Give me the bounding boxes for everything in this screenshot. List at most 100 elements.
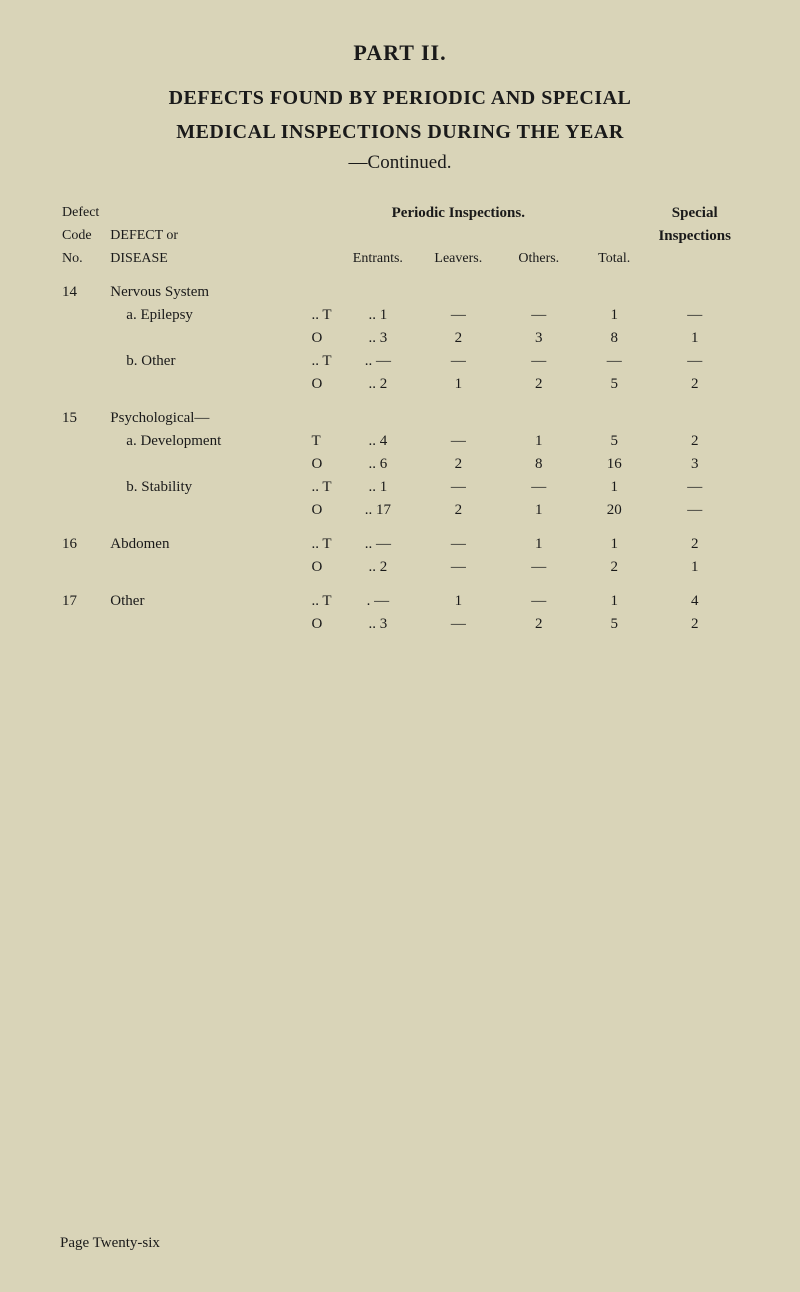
row-ent: . —: [338, 579, 418, 613]
title-16: Abdomen: [108, 522, 309, 556]
row-lea: 2: [418, 499, 498, 522]
title-15: Psychological—: [108, 396, 337, 430]
hdr-inspections: Inspections: [649, 225, 740, 248]
row-spec: 2: [649, 430, 740, 453]
row-lea: —: [418, 304, 498, 327]
table-row: O .. 17 2 1 20 —: [60, 499, 740, 522]
row-tot: 20: [579, 499, 649, 522]
row-to: .. T: [309, 579, 337, 613]
table-row: b. Other .. T .. — — — — —: [60, 350, 740, 373]
row-spec: —: [649, 499, 740, 522]
row-tot: 1: [579, 579, 649, 613]
row-label: a. Development: [108, 430, 309, 453]
row-ent: .. 4: [338, 430, 418, 453]
code-16: 16: [60, 522, 108, 556]
row-tot: 1: [579, 476, 649, 499]
row-oth: —: [499, 304, 579, 327]
row-to: O: [309, 373, 337, 396]
row-spec: —: [649, 304, 740, 327]
row-label: a. Epilepsy: [108, 304, 309, 327]
row-to: O: [309, 327, 337, 350]
row-spec: 4: [649, 579, 740, 613]
row-to: T: [309, 430, 337, 453]
hdr-periodic: Periodic Inspections.: [338, 202, 579, 225]
row-lea: 2: [418, 327, 498, 350]
row-to: O: [309, 556, 337, 579]
row-tot: 5: [579, 373, 649, 396]
hdr-special: Special: [649, 202, 740, 225]
section-16-title-row: 16 Abdomen .. T .. — — 1 1 2: [60, 522, 740, 556]
row-lea: 1: [418, 579, 498, 613]
table-row: O .. 2 1 2 5 2: [60, 373, 740, 396]
continued-label: —Continued.: [60, 152, 740, 174]
row-oth: —: [499, 556, 579, 579]
defects-table-wrap: Defect Periodic Inspections. Special Cod…: [60, 202, 740, 636]
row-oth: 3: [499, 327, 579, 350]
hdr-disease: DISEASE: [108, 248, 309, 270]
row-ent: .. —: [338, 522, 418, 556]
row-spec: 2: [649, 522, 740, 556]
row-to: .. T: [309, 304, 337, 327]
row-to: .. T: [309, 522, 337, 556]
row-to: O: [309, 453, 337, 476]
row-label: [108, 373, 309, 396]
row-oth: 1: [499, 430, 579, 453]
row-spec: —: [649, 476, 740, 499]
row-lea: —: [418, 350, 498, 373]
header-row-1: Defect Periodic Inspections. Special: [60, 202, 740, 225]
row-oth: —: [499, 350, 579, 373]
row-spec: 1: [649, 556, 740, 579]
row-ent: .. 6: [338, 453, 418, 476]
hdr-entrants: Entrants.: [338, 248, 418, 270]
row-oth: 1: [499, 499, 579, 522]
hdr-no: No.: [60, 248, 108, 270]
section-14-title-row: 14 Nervous System: [60, 270, 740, 304]
row-lea: —: [418, 476, 498, 499]
row-lea: —: [418, 430, 498, 453]
row-to: .. T: [309, 350, 337, 373]
hdr-defect-or: DEFECT or: [108, 225, 309, 248]
row-ent: .. 3: [338, 613, 418, 636]
row-spec: —: [649, 350, 740, 373]
hdr-total: Total.: [579, 248, 649, 270]
row-ent: .. 3: [338, 327, 418, 350]
table-row: a. Epilepsy .. T .. 1 — — 1 —: [60, 304, 740, 327]
table-row: O .. 6 2 8 16 3: [60, 453, 740, 476]
main-title-line1: DEFECTS FOUND BY PERIODIC AND SPECIAL: [60, 84, 740, 112]
row-spec: 2: [649, 613, 740, 636]
code-15: 15: [60, 396, 108, 430]
row-to: O: [309, 613, 337, 636]
row-oth: 8: [499, 453, 579, 476]
page-footer: Page Twenty-six: [60, 1235, 160, 1252]
code-17: 17: [60, 579, 108, 613]
table-row: b. Stability .. T .. 1 — — 1 —: [60, 476, 740, 499]
row-ent: .. 2: [338, 556, 418, 579]
row-oth: 2: [499, 613, 579, 636]
hdr-leavers: Leavers.: [418, 248, 498, 270]
code-14: 14: [60, 270, 108, 304]
hdr-others: Others.: [499, 248, 579, 270]
row-oth: —: [499, 579, 579, 613]
table-row: O .. 2 — — 2 1: [60, 556, 740, 579]
hdr-defect: Defect: [60, 202, 108, 225]
row-tot: 5: [579, 613, 649, 636]
title-17: Other: [108, 579, 309, 613]
row-tot: 16: [579, 453, 649, 476]
row-to: .. T: [309, 476, 337, 499]
header-row-2: Code DEFECT or Inspections: [60, 225, 740, 248]
row-lea: —: [418, 522, 498, 556]
defects-table: Defect Periodic Inspections. Special Cod…: [60, 202, 740, 636]
row-label: [108, 499, 309, 522]
part-title: PART II.: [60, 40, 740, 66]
row-ent: .. 1: [338, 476, 418, 499]
row-oth: 2: [499, 373, 579, 396]
row-lea: 2: [418, 453, 498, 476]
row-ent: .. 1: [338, 304, 418, 327]
row-label: b. Other: [108, 350, 309, 373]
hdr-code: Code: [60, 225, 108, 248]
row-oth: —: [499, 476, 579, 499]
row-lea: —: [418, 613, 498, 636]
row-lea: 1: [418, 373, 498, 396]
row-ent: .. 2: [338, 373, 418, 396]
table-row: O .. 3 — 2 5 2: [60, 613, 740, 636]
